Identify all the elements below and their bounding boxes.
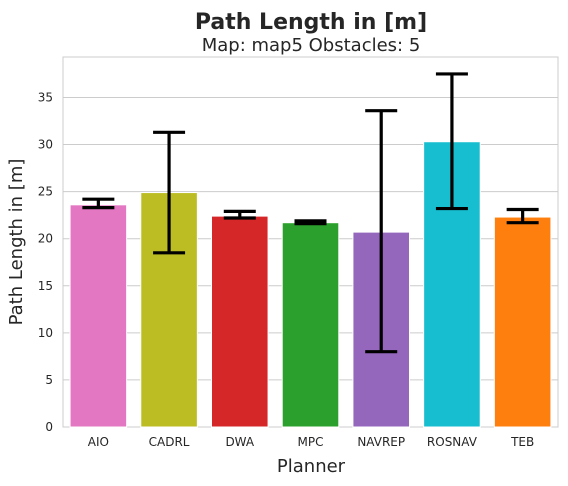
bar-aio: [69, 204, 128, 428]
chart-subtitle: Map: map5 Obstacles: 5: [202, 35, 421, 56]
bar-mpc: [281, 222, 340, 428]
x-tick-label: MPC: [298, 435, 324, 449]
bar-teb: [493, 216, 552, 428]
y-tick-label: 0: [45, 420, 53, 434]
bar-rosnav: [423, 141, 481, 428]
y-tick-label: 20: [38, 232, 53, 246]
y-axis-label: Path Length in [m]: [6, 159, 27, 326]
error-bars: [82, 72, 539, 354]
y-tick-label: 35: [38, 90, 53, 104]
y-tick-label: 15: [38, 279, 53, 293]
x-tick-labels: AIO CADRL DWA MPC NAVREP ROSNAV TEB: [88, 435, 534, 449]
y-tick-label: 30: [38, 138, 53, 152]
x-tick-label: AIO: [88, 435, 109, 449]
x-tick-label: CADRL: [149, 435, 190, 449]
y-tick-label: 25: [38, 185, 53, 199]
x-tick-label: TEB: [510, 435, 534, 449]
chart-title: Path Length in [m]: [195, 10, 427, 35]
x-tick-label: DWA: [225, 435, 254, 449]
y-tick-label: 10: [38, 326, 53, 340]
y-tick-labels: 0 5 10 15 20 25 30 35: [38, 90, 53, 434]
bar-dwa: [211, 215, 269, 428]
y-tick-label: 5: [45, 373, 53, 387]
x-tick-label: ROSNAV: [427, 435, 478, 449]
bars: [69, 141, 552, 428]
x-axis-label: Planner: [277, 456, 346, 477]
x-tick-label: NAVREP: [357, 435, 405, 449]
